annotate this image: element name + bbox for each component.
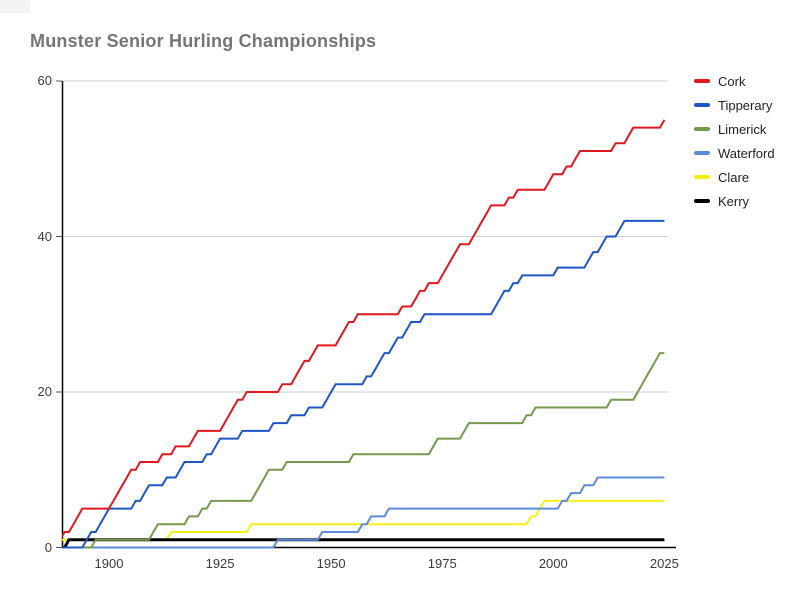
y-axis-label-60: 60 (37, 73, 52, 88)
legend-swatch-limerick (694, 127, 710, 131)
y-axis-label-20: 20 (37, 384, 52, 399)
series-line-waterford (62, 476, 665, 549)
x-axis-label-1900: 1900 (94, 556, 124, 571)
legend-swatch-waterford (694, 151, 710, 155)
y-axis-label-0: 0 (44, 539, 52, 555)
legend-item-cork: Cork (694, 69, 775, 93)
x-axis-label-1975: 1975 (427, 556, 457, 571)
series-line-limerick (62, 352, 665, 549)
x-axis-label-2025: 2025 (649, 556, 679, 571)
legend-label-kerry: Kerry (718, 193, 750, 209)
corner-artifact (0, 0, 30, 13)
legend-label-waterford: Waterford (718, 145, 775, 161)
series-line-tipperary (62, 219, 665, 549)
legend-item-limerick: Limerick (694, 117, 775, 141)
legend-label-clare: Clare (718, 169, 750, 185)
legend-item-waterford: Waterford (694, 141, 775, 165)
legend-label-cork: Cork (718, 73, 746, 89)
legend-swatch-tipperary (694, 103, 710, 107)
legend-item-clare: Clare (694, 165, 775, 189)
legend-label-limerick: Limerick (718, 121, 767, 137)
legend-label-tipperary: Tipperary (718, 97, 773, 113)
chart-title: Munster Senior Hurling Championships (30, 31, 377, 51)
legend-item-tipperary: Tipperary (694, 93, 775, 117)
legend-swatch-kerry (694, 199, 710, 203)
y-axis-label-40: 40 (37, 228, 52, 244)
x-axis-label-1950: 1950 (316, 556, 346, 571)
x-axis-label-1925: 1925 (205, 556, 235, 571)
legend-swatch-cork (694, 79, 710, 83)
legend-swatch-clare (694, 175, 710, 179)
series-line-kerry (62, 538, 665, 549)
legend: Cork Tipperary Limerick Waterford Clare Kerry (694, 69, 775, 213)
series-line-cork (62, 119, 666, 539)
legend-item-kerry: Kerry (694, 189, 775, 213)
x-axis-label-2000: 2000 (538, 556, 568, 571)
